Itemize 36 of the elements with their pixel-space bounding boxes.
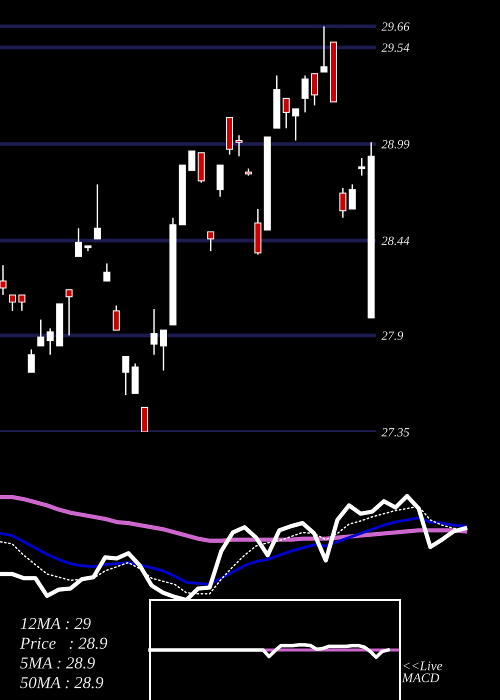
- text: Price : 28.9: [20, 638, 108, 649]
- y-tick-label: 27.35: [381, 428, 410, 437]
- text: 50MA : 28.9: [20, 677, 104, 688]
- candlestick: [8, 294, 16, 312]
- candlestick: [18, 294, 26, 312]
- candlestick: [122, 356, 130, 396]
- candlestick: [207, 231, 214, 252]
- candlestick: [150, 308, 158, 356]
- candlestick: [358, 157, 366, 176]
- candlestick: [339, 187, 346, 218]
- candlestick: [311, 73, 318, 106]
- text: 12MA : 29: [20, 618, 91, 630]
- candlestick: [46, 328, 54, 356]
- text: <<Live MACD: [402, 661, 442, 682]
- candlestick: [282, 98, 290, 129]
- candlestick: [0, 264, 7, 296]
- candlestick: [302, 74, 309, 114]
- text: 5MA : 28.9: [20, 657, 95, 669]
- candlestick: [75, 228, 82, 258]
- candlestick: [348, 184, 356, 210]
- candlestick: [160, 329, 167, 372]
- y-tick-label: 28.99: [381, 140, 410, 149]
- y-tick-label: 27.9: [381, 331, 404, 340]
- y-tick-label: 29.54: [381, 43, 410, 52]
- candlestick: [103, 262, 110, 282]
- candlestick: [66, 289, 73, 336]
- candlestick: [320, 26, 328, 73]
- candlestick: [94, 184, 101, 240]
- candlestick: [112, 304, 120, 331]
- candlestick: [188, 150, 196, 171]
- y-tick-label: 28.44: [381, 236, 410, 246]
- candlestick: [37, 318, 44, 347]
- candlestick: [236, 134, 243, 157]
- candlestick: [28, 348, 35, 373]
- y-tick-label: 29.66: [381, 22, 410, 31]
- candlestick: [292, 108, 300, 142]
